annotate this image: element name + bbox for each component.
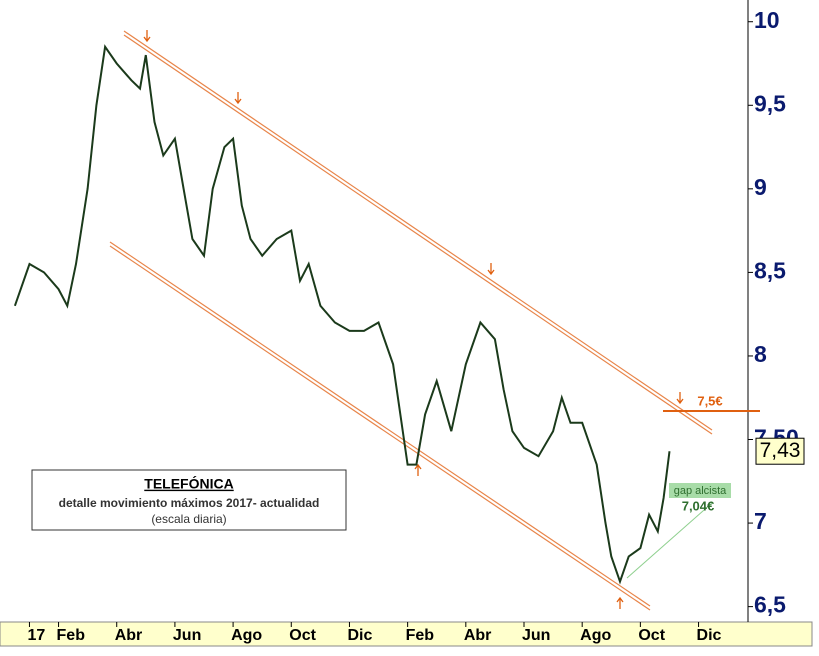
y-tick-label: 9 (754, 174, 767, 200)
channel-lower (109, 241, 651, 611)
x-tick-label: Feb (406, 627, 435, 644)
x-tick-label: Dic (697, 627, 722, 644)
x-tick-label: Oct (638, 627, 665, 644)
arrows (143, 30, 684, 609)
x-tick-label: Abr (115, 627, 143, 644)
gap-box (669, 483, 731, 498)
last-price-box (755, 437, 805, 465)
info-box (31, 469, 347, 531)
x-tick-label: Oct (289, 627, 316, 644)
x-tick-label: Ago (231, 627, 262, 644)
gap-level: 7,04€ (682, 498, 715, 513)
y-tick-label: 7 (754, 508, 767, 534)
x-tick-label: Dic (347, 627, 372, 644)
resistance-label: 7,5€ (697, 393, 722, 408)
y-tick-label: 8 (754, 341, 767, 367)
x-tick-label: Jun (522, 627, 550, 644)
x-tick-label: Abr (464, 627, 492, 644)
x-tick-label: Ago (580, 627, 611, 644)
box-subtitle: detalle movimiento máximos 2017- actuali… (59, 496, 320, 510)
x-tick-label: Feb (57, 627, 86, 644)
y-tick-label: 8,5 (754, 257, 786, 283)
box-title: TELEFÓNICA (144, 475, 233, 492)
channel-upper (123, 30, 713, 435)
x-tick-label: Jun (173, 627, 201, 644)
y-tick-label: 10 (754, 7, 780, 33)
y-tick-label: 6,5 (754, 592, 786, 618)
gap-line (626, 502, 713, 579)
gap-label: gap alcista (674, 485, 727, 497)
last-price-label: 7,43 (760, 439, 801, 462)
x-tick-label: 17 (27, 627, 45, 644)
box-note: (escala diaria) (151, 512, 226, 526)
y-tick-label: 9,5 (754, 90, 786, 116)
x-axis-band (0, 621, 813, 647)
price-line (13, 44, 671, 585)
